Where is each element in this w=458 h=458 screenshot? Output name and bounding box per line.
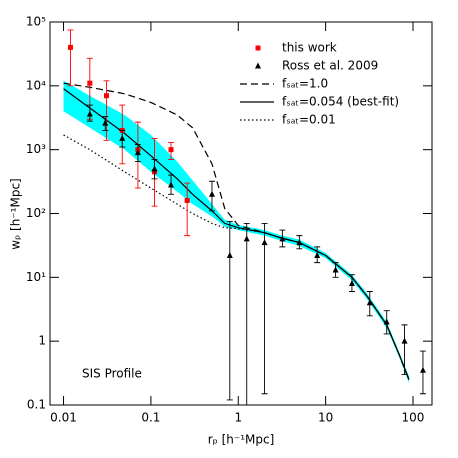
error-bar [243,222,250,405]
triangle-marker [296,239,303,246]
triangle-marker [119,134,126,141]
triangle-marker [102,119,109,126]
square-marker [184,197,190,203]
error-bar [67,29,74,87]
square-marker [67,44,73,50]
y-tick-label: 10⁴ [26,78,46,92]
triangle-marker [401,337,408,344]
x-tick-label: 100 [402,411,425,425]
y-tick-label: 0.1 [27,398,46,412]
y-axis-label: wₚ [h⁻¹Mpc] [9,178,23,249]
triangle-marker [419,366,426,373]
legend-label: Ross et al. 2009 [282,59,378,73]
triangle-marker [208,190,215,197]
square-marker [168,147,174,153]
triangle-marker [86,110,93,117]
y-tick-label: 10³ [26,142,46,156]
y-tick-label: 10¹ [26,270,46,284]
square-marker [87,80,93,86]
triangle-marker [168,181,175,188]
x-tick-label: 10 [318,411,333,425]
legend-marker [255,45,261,51]
y-tick-label: 10² [26,206,46,220]
plot-area [63,29,426,405]
triangle-marker [383,318,390,325]
legend-marker [255,62,261,69]
triangle-marker [226,251,233,258]
error-bar [401,324,408,375]
triangle-marker [332,266,339,273]
confidence-band [63,80,409,384]
triangle-marker [261,239,268,246]
x-tick-label: 0.1 [141,411,160,425]
y-tick-label: 1 [38,334,46,348]
plot-frame [49,21,433,406]
triangle-marker [151,165,158,172]
annotation: SIS Profile [82,367,142,381]
triangle-marker [314,251,321,258]
triangle-marker [134,149,141,156]
x-tick-label: 1 [234,411,242,425]
x-tick-label: 0.01 [50,411,77,425]
error-bar [226,221,233,401]
legend-label: fₛₐₜ=0.054 (best-fit) [282,95,399,109]
error-bar [184,182,191,237]
model-line [63,134,410,380]
triangle-marker [366,299,373,306]
y-tick-label: 10⁵ [26,15,46,29]
error-bar [261,222,268,395]
triangle-marker [348,280,355,287]
triangle-marker [243,235,250,242]
triangle-marker [279,235,286,242]
legend-label: this work [282,41,337,55]
legend-label: fₛₐₜ=1.0 [282,77,328,91]
square-marker [103,93,109,99]
x-axis-label: rₚ [h⁻¹Mpc] [208,433,275,447]
legend-label: fₛₐₜ=0.01 [282,113,336,127]
